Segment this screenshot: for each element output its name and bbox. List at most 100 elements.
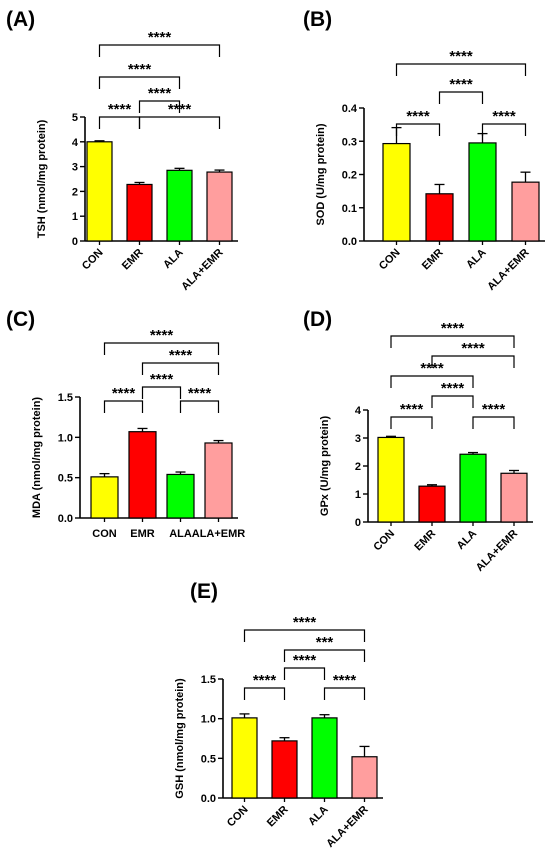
bar-ala-emr — [206, 171, 233, 242]
significance-bracket — [243, 687, 286, 700]
significance-bracket — [141, 362, 220, 375]
y-tick-label: 1.0 — [201, 714, 216, 726]
significance-label: **** — [400, 401, 424, 418]
significance-label: **** — [150, 327, 174, 344]
y-tick-label: 0.1 — [342, 203, 357, 215]
significance-label: **** — [482, 401, 506, 418]
y-tick-label: 0.5 — [201, 753, 216, 765]
significance-label: **** — [148, 85, 172, 102]
bar-ala — [468, 142, 497, 242]
x-tick-label: ALA — [455, 528, 480, 553]
panel-label: (A) — [6, 8, 35, 31]
bar-emr — [128, 431, 157, 519]
y-tick-label: 1 — [72, 211, 78, 223]
y-tick-label: 0 — [355, 517, 361, 529]
significance-label: **** — [293, 614, 317, 631]
x-tick-label: EMR — [412, 528, 438, 554]
significance-label: **** — [449, 76, 473, 93]
significance-label: **** — [492, 108, 516, 125]
x-tick-label: ALA — [169, 528, 192, 540]
significance-label: **** — [253, 672, 277, 689]
significance-label: **** — [128, 61, 152, 78]
significance-bracket — [390, 416, 433, 429]
bar-emr — [126, 183, 153, 242]
bar-ala — [311, 717, 338, 799]
x-tick-label: ALA+EMR — [324, 804, 370, 850]
y-tick-label: 1.5 — [58, 392, 73, 404]
bar-con — [231, 717, 258, 799]
significance-bracket — [179, 400, 220, 413]
y-tick-label: 0.0 — [201, 793, 216, 805]
bar-con — [382, 142, 411, 242]
panel-label: (C) — [6, 308, 35, 331]
bar-emr — [425, 193, 454, 242]
significance-bracket — [103, 400, 144, 413]
y-axis-label: GPx (U/mg protein) — [319, 416, 331, 517]
significance-bracket — [103, 342, 220, 355]
x-tick-label: ALA — [464, 247, 489, 272]
bar-con — [86, 141, 113, 242]
significance-label: **** — [406, 108, 430, 125]
bar-emr — [271, 740, 298, 799]
y-tick-label: 0.3 — [342, 136, 357, 148]
x-tick-label: ALA+EMR — [192, 528, 246, 540]
significance-bracket — [283, 667, 326, 680]
panel-label: (E) — [190, 580, 218, 603]
y-tick-label: 0.2 — [342, 170, 357, 182]
significance-label: **** — [449, 48, 473, 65]
y-tick-label: 3 — [355, 433, 361, 445]
bar-ala-emr — [511, 181, 540, 242]
y-axis-label: GSH (nmol/mg protein) — [174, 678, 186, 799]
significance-bracket — [323, 687, 366, 700]
significance-label: **** — [169, 347, 193, 364]
x-tick-label: ALA — [161, 247, 186, 272]
x-tick-label: CON — [371, 528, 397, 554]
significance-bracket — [243, 629, 366, 642]
y-tick-label: 4 — [355, 405, 362, 417]
bar-con — [90, 476, 119, 519]
significance-label: **** — [188, 385, 212, 402]
bar-ala-emr — [500, 472, 528, 523]
x-tick-label: ALA+EMR — [179, 247, 225, 293]
x-tick-label: CON — [92, 528, 117, 540]
significance-label: **** — [148, 29, 172, 46]
panel-3: (D) 0 1 2 3 4 GPx (U/mg protein) CON EMR ALAALA+E… — [303, 308, 533, 574]
y-tick-label: 1.0 — [58, 432, 73, 444]
significance-label: **** — [333, 672, 357, 689]
y-tick-label: 0.5 — [58, 473, 73, 485]
y-tick-label: 1 — [355, 489, 361, 501]
panel-0: (A) 0 1 2 3 4 5 TSH (nmol/mg protein) CON EMR ALAA… — [6, 8, 238, 293]
panel-4: (E) 0.0 0.5 1.0 1.5 GSH (nmol/mg protein) CON E… — [174, 580, 383, 850]
x-tick-label: EMR — [265, 804, 291, 830]
significance-bracket — [283, 649, 366, 662]
significance-label: **** — [108, 101, 132, 118]
significance-label: **** — [420, 360, 444, 377]
significance-bracket — [138, 116, 221, 129]
y-tick-label: 3 — [72, 162, 78, 174]
x-tick-label: ALA+EMR — [485, 247, 531, 293]
significance-label: **** — [441, 320, 465, 337]
significance-label: *** — [316, 634, 334, 651]
x-tick-label: CON — [225, 804, 251, 830]
significance-label: **** — [461, 340, 485, 357]
y-axis-label: MDA (nmol/mg protein) — [31, 397, 43, 519]
significance-bracket — [141, 386, 182, 399]
panel-label: (D) — [303, 308, 332, 331]
y-tick-label: 4 — [72, 137, 79, 149]
bar-emr — [418, 485, 446, 523]
y-tick-label: 0.4 — [342, 103, 358, 115]
significance-bracket — [438, 91, 484, 104]
bar-ala — [166, 473, 195, 519]
x-tick-label: CON — [80, 247, 106, 273]
y-tick-label: 2 — [72, 186, 78, 198]
significance-label: **** — [150, 371, 174, 388]
y-tick-label: 0 — [72, 236, 78, 248]
panel-label: (B) — [303, 8, 332, 31]
significance-bracket — [390, 335, 515, 348]
significance-bracket — [395, 123, 441, 136]
y-tick-label: 1.5 — [201, 674, 216, 686]
significance-bracket — [395, 63, 527, 76]
y-axis-label: TSH (nmol/mg protein) — [36, 119, 48, 238]
significance-bracket — [431, 355, 515, 368]
